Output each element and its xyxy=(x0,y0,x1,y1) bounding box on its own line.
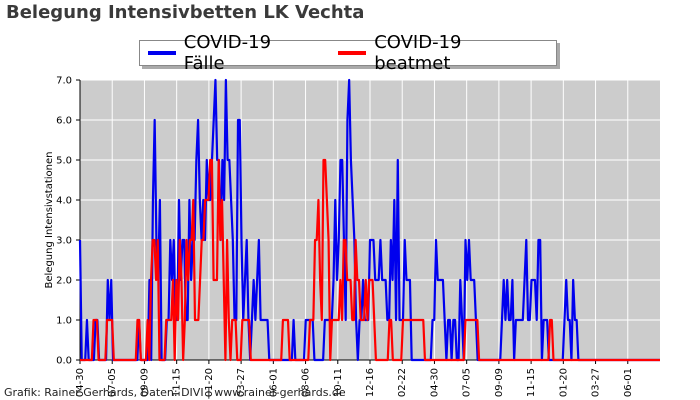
x-tick-label: 09-09 xyxy=(139,368,150,397)
x-tick-label: 02-22 xyxy=(397,368,408,397)
y-tick-label: 1.0 xyxy=(56,316,72,327)
x-tick-label: 03-27 xyxy=(591,368,602,397)
chart-title: Belegung Intensivbetten LK Vechta xyxy=(6,2,365,23)
footer-credit: Grafik: Rainer Gerhards, Daten: DIVI | w… xyxy=(4,386,346,399)
legend: COVID-19 Fälle COVID-19 beatmet xyxy=(139,32,557,74)
x-tick-label: 06-01 xyxy=(268,368,279,397)
x-tick-label: 10-11 xyxy=(333,368,344,397)
legend-label-faelle: COVID-19 Fälle xyxy=(183,32,272,74)
x-tick-label: 12-16 xyxy=(365,368,376,397)
x-tick-label: 04-30 xyxy=(75,368,86,397)
x-tick-label: 03-27 xyxy=(236,368,247,397)
legend-label-beatmet: COVID-19 beatmet xyxy=(374,32,462,74)
x-tick-label: 11-15 xyxy=(526,368,537,397)
y-tick-label: 5.0 xyxy=(56,156,72,167)
y-tick-label: 4.0 xyxy=(56,196,72,207)
x-tick-label: 01-20 xyxy=(204,368,215,397)
legend-swatch-beatmet xyxy=(338,51,367,55)
x-tick-label: 09-09 xyxy=(494,368,505,397)
y-axis-label: Belegung Intensivstationen xyxy=(44,151,55,288)
y-tick-label: 6.0 xyxy=(56,116,72,127)
y-tick-label: 2.0 xyxy=(56,276,72,287)
x-tick-label: 07-05 xyxy=(462,368,473,397)
series-line-faelle xyxy=(78,78,660,362)
x-tick-label: 06-01 xyxy=(623,368,634,397)
y-tick-label: 3.0 xyxy=(56,236,72,247)
legend-item-faelle: COVID-19 Fälle xyxy=(148,32,316,74)
legend-swatch-faelle xyxy=(148,51,176,55)
x-tick-label: 08-06 xyxy=(301,368,312,397)
x-tick-label: 04-30 xyxy=(429,368,440,397)
x-tick-label: 11-15 xyxy=(172,368,183,397)
series-line-beatmet xyxy=(80,158,660,362)
y-tick-label: 7.0 xyxy=(56,76,72,87)
legend-item-beatmet: COVID-19 beatmet xyxy=(338,32,542,74)
x-tick-label: 01-20 xyxy=(558,368,569,397)
x-tick-label: 07-05 xyxy=(107,368,118,397)
y-tick-label: 0.0 xyxy=(56,356,72,367)
